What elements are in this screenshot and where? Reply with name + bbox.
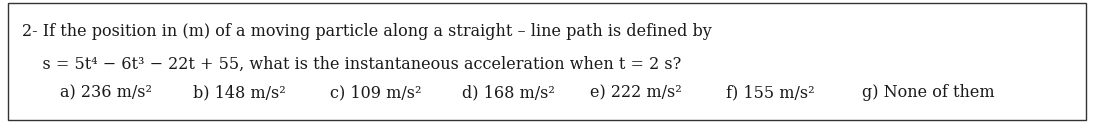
Text: a) 236 m/s²: a) 236 m/s² [60, 84, 152, 101]
Text: f) 155 m/s²: f) 155 m/s² [726, 84, 815, 101]
Text: s = 5t⁴ − 6t³ − 22t + 55, what is the instantaneous acceleration when t = 2 s?: s = 5t⁴ − 6t³ − 22t + 55, what is the in… [22, 56, 682, 73]
Text: 2- If the position in (m) of a moving particle along a straight – line path is d: 2- If the position in (m) of a moving pa… [22, 23, 712, 40]
Text: d) 168 m/s²: d) 168 m/s² [462, 84, 555, 101]
Text: e) 222 m/s²: e) 222 m/s² [590, 84, 682, 101]
Text: b) 148 m/s²: b) 148 m/s² [193, 84, 286, 101]
Text: g) None of them: g) None of them [862, 84, 994, 101]
Text: c) 109 m/s²: c) 109 m/s² [330, 84, 421, 101]
